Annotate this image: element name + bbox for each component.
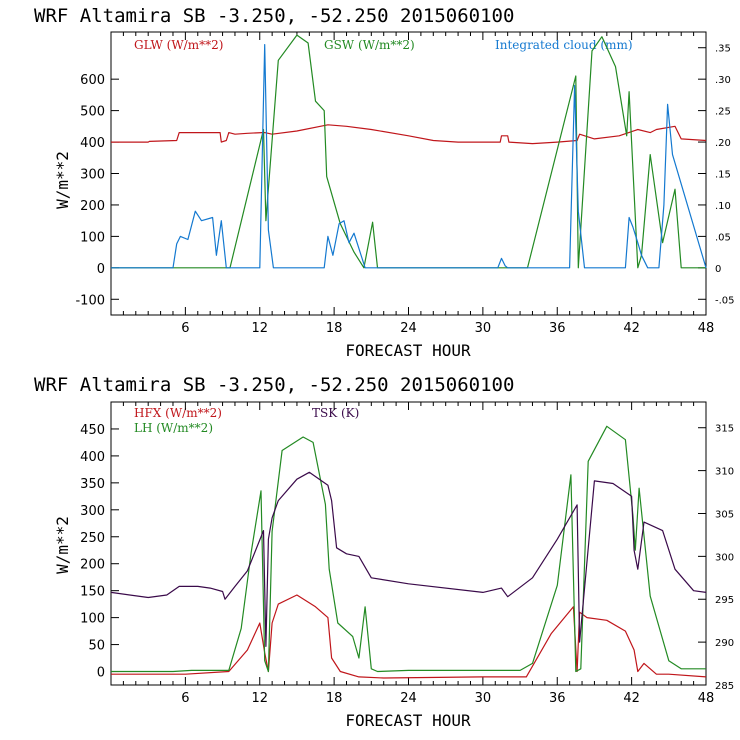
y-tick-label: 200 <box>80 558 105 573</box>
x-tick-label: 36 <box>549 321 566 336</box>
x-tick-label: 6 <box>181 691 189 706</box>
legend-integrated-cloud: Integrated cloud (mm) <box>495 38 633 52</box>
x-tick-label: 36 <box>549 691 566 706</box>
legend-tsk: TSK (K) <box>312 406 359 420</box>
y-tick-label: 300 <box>80 168 105 183</box>
x-tick-label: 42 <box>623 321 640 336</box>
y-tick-label: -100 <box>75 293 105 308</box>
x-tick-label: 18 <box>326 321 343 336</box>
x-tick-label: 12 <box>251 691 268 706</box>
y-tick-label: 450 <box>80 423 105 438</box>
y-tick-label: 0 <box>97 666 105 681</box>
y2-tick-label: .25 <box>715 107 731 118</box>
y-tick-label: 400 <box>80 450 105 465</box>
y-tick-label: 300 <box>80 504 105 519</box>
x-axis-label-bottom: FORECAST HOUR <box>345 711 471 730</box>
y-tick-label: 200 <box>80 199 105 214</box>
y2-tick-label: 305 <box>715 509 734 520</box>
x-tick-label: 48 <box>698 321 715 336</box>
chart-title-bottom: WRF Altamira SB -3.250, -52.250 20150601… <box>34 374 514 396</box>
x-tick-label: 24 <box>400 321 417 336</box>
series-line-tsk <box>110 471 707 648</box>
y-tick-label: 350 <box>80 477 105 492</box>
y-tick-label: 500 <box>80 105 105 120</box>
series-line-glw <box>111 124 707 145</box>
y2-tick-label: .15 <box>715 170 731 181</box>
panel-bottom: WRF Altamira SB -3.250, -52.250 20150601… <box>34 374 734 730</box>
y2-tick-label: 300 <box>715 552 734 563</box>
x-axis-label-top: FORECAST HOUR <box>345 341 471 360</box>
y2-tick-label: 310 <box>715 467 734 478</box>
y-tick-label: 0 <box>97 262 105 277</box>
legend-gsw: GSW (W/m**2) <box>324 38 415 52</box>
x-tick-label: 12 <box>251 321 268 336</box>
x-tick-label: 30 <box>475 691 492 706</box>
y2-tick-label: -.05 <box>715 295 735 306</box>
y-tick-label: 100 <box>80 612 105 627</box>
y2-tick-label: 290 <box>715 638 734 649</box>
series-line-integrated <box>111 43 707 269</box>
y2-tick-label: .20 <box>715 138 731 149</box>
y-tick-label: 250 <box>80 531 105 546</box>
y2-tick-label: 295 <box>715 595 734 606</box>
series-line-hfx <box>111 594 707 679</box>
y2-tick-label: .05 <box>715 232 731 243</box>
x-tick-label: 30 <box>475 321 492 336</box>
legend-hfx: HFX (W/m**2) <box>134 406 222 420</box>
x-tick-label: 6 <box>181 321 189 336</box>
y2-tick-label: .35 <box>715 44 731 55</box>
y2-tick-label: 0 <box>715 264 721 275</box>
series-line-gsw <box>111 34 706 269</box>
y-axis-label-bottom: W/m**2 <box>53 516 72 574</box>
panel-top: WRF Altamira SB -3.250, -52.250 20150601… <box>34 5 735 360</box>
y-axis-label-top: W/m**2 <box>53 151 72 209</box>
plot-frame-bottom <box>110 401 707 686</box>
series-line-lh <box>111 425 706 673</box>
x-tick-label: 18 <box>326 691 343 706</box>
x-tick-label: 48 <box>698 691 715 706</box>
y-tick-label: 150 <box>80 585 105 600</box>
y2-tick-label: .30 <box>715 75 731 86</box>
y-tick-label: 600 <box>80 73 105 88</box>
legend-lh: LH (W/m**2) <box>134 421 213 435</box>
y2-tick-label: 285 <box>715 681 734 692</box>
y-tick-label: 50 <box>88 639 105 654</box>
x-tick-label: 24 <box>400 691 417 706</box>
y2-tick-label: 315 <box>715 424 734 435</box>
x-tick-label: 42 <box>623 691 640 706</box>
chart-title-top: WRF Altamira SB -3.250, -52.250 20150601… <box>34 5 514 27</box>
y2-tick-label: .10 <box>715 201 731 212</box>
y-tick-label: 400 <box>80 136 105 151</box>
y-tick-label: 100 <box>80 230 105 245</box>
legend-glw: GLW (W/m**2) <box>134 38 223 52</box>
